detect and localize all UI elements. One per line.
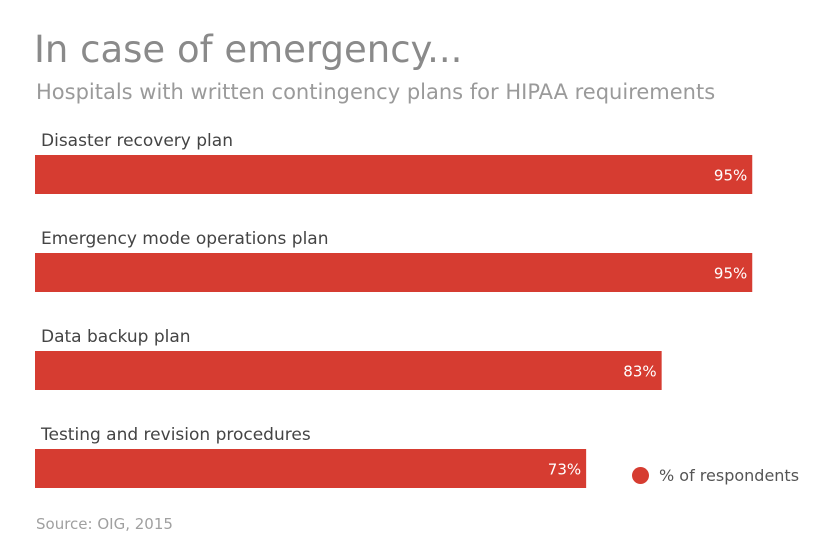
bar	[35, 351, 662, 390]
category-label: Testing and revision procedures	[40, 425, 311, 445]
legend-swatch	[632, 467, 649, 484]
category-label: Emergency mode operations plan	[41, 229, 329, 249]
bar	[35, 253, 753, 292]
data-label: 95%	[714, 167, 747, 185]
legend: % of respondents	[632, 466, 799, 485]
bars-group: Disaster recovery plan 95% Emergency mode …	[35, 131, 753, 488]
bar	[35, 155, 753, 194]
bar	[35, 449, 587, 488]
chart-title: In case of emergency...	[34, 28, 463, 71]
legend-label: % of respondents	[659, 466, 800, 485]
data-label: 95%	[714, 265, 747, 283]
chart-source: Source: OIG, 2015	[36, 515, 173, 533]
data-label: 73%	[548, 461, 581, 479]
data-label: 83%	[623, 363, 656, 381]
chart-subtitle: Hospitals with written contingency plans…	[36, 80, 716, 104]
category-label: Disaster recovery plan	[41, 131, 233, 151]
category-label: Data backup plan	[41, 327, 191, 347]
